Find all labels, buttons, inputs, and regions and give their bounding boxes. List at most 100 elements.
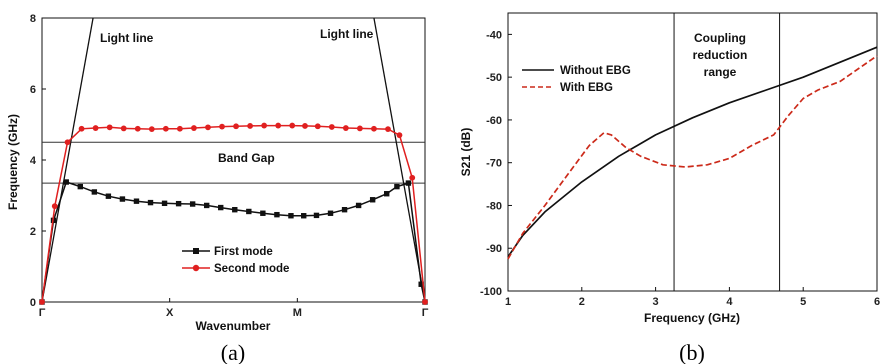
data-point-second-mode — [92, 125, 99, 131]
series-line-without-ebg — [507, 46, 878, 258]
data-point-first-mode — [161, 200, 168, 207]
data-point-first-mode — [418, 281, 424, 287]
annotation-reduction: reduction — [693, 48, 748, 62]
caption-a: (a) — [221, 340, 245, 364]
data-point-first-mode — [218, 204, 224, 211]
light-line — [41, 17, 94, 303]
legend-marker-second-mode — [192, 264, 200, 272]
data-point-second-mode — [289, 122, 296, 129]
legend-label-first-mode: First mode — [214, 246, 273, 258]
annotation-coupling: Coupling — [694, 31, 746, 45]
ytick-label-b: -100 — [480, 286, 502, 298]
data-point-second-mode — [302, 123, 308, 129]
data-point-first-mode — [175, 200, 182, 207]
data-point-second-mode — [191, 125, 197, 131]
ytick-label-a: 6 — [30, 84, 36, 96]
data-point-first-mode — [189, 201, 196, 207]
data-point-second-mode — [64, 139, 71, 146]
data-point-second-mode — [396, 132, 403, 139]
xtick-label-b: 5 — [800, 296, 806, 308]
data-point-first-mode — [288, 213, 294, 219]
xtick-label-b: 3 — [653, 296, 659, 308]
legend-label-with-ebg: With EBG — [560, 82, 613, 94]
ytick-label-a: 4 — [30, 155, 37, 167]
light-line — [373, 17, 426, 303]
data-point-first-mode — [313, 212, 320, 219]
data-point-first-mode — [260, 210, 266, 216]
ylabel-a: Frequency (GHz) — [6, 114, 20, 210]
data-point-first-mode — [77, 183, 83, 190]
data-point-first-mode — [105, 193, 112, 199]
legend-a: First mode Second mode — [182, 246, 289, 275]
ytick-label-b: -80 — [486, 200, 502, 212]
data-point-first-mode — [341, 207, 348, 213]
data-point-second-mode — [162, 125, 169, 132]
xtick-label-b: 2 — [579, 296, 585, 308]
legend-marker-first-mode — [193, 248, 199, 254]
data-point-second-mode — [342, 125, 349, 131]
annotation-band-gap: Band Gap — [218, 151, 275, 165]
xtick-label-a: X — [166, 307, 174, 319]
xlabel-b: Frequency (GHz) — [644, 311, 740, 325]
legend-label-second-mode: Second mode — [214, 263, 289, 275]
data-point-second-mode — [261, 122, 268, 129]
ytick-label-b: -50 — [486, 72, 502, 84]
data-point-first-mode — [394, 183, 400, 190]
data-point-second-mode — [328, 124, 335, 130]
data-point-second-mode — [219, 123, 225, 130]
data-point-first-mode — [133, 198, 140, 204]
data-point-first-mode — [274, 211, 280, 218]
data-point-first-mode — [384, 191, 390, 197]
series-line-first-mode — [41, 181, 426, 303]
data-point-second-mode — [148, 126, 155, 133]
xtick-label-a: Γ — [422, 307, 429, 319]
data-point-second-mode — [176, 125, 183, 132]
ytick-label-b: -70 — [486, 158, 502, 170]
data-point-second-mode — [371, 125, 377, 132]
annotation-range: range — [704, 65, 737, 79]
data-point-first-mode — [203, 202, 210, 209]
data-point-second-mode — [78, 125, 85, 132]
data-point-first-mode — [301, 213, 307, 219]
data-point-second-mode — [385, 126, 391, 133]
data-point-first-mode — [119, 196, 126, 202]
data-point-second-mode — [134, 125, 141, 132]
ytick-label-b: -40 — [486, 29, 502, 41]
data-point-first-mode — [327, 210, 334, 216]
data-point-first-mode — [405, 180, 412, 186]
xtick-label-b: 1 — [505, 296, 511, 308]
data-point-second-mode — [275, 122, 282, 129]
xtick-label-b: 6 — [874, 296, 880, 308]
data-point-second-mode — [205, 124, 211, 131]
data-point-first-mode — [232, 207, 238, 213]
xtick-label-b: 4 — [726, 296, 733, 308]
data-point-second-mode — [120, 125, 127, 132]
xlabel-a: Wavenumber — [196, 319, 271, 333]
ytick-label-a: 2 — [30, 226, 36, 238]
data-point-first-mode — [369, 197, 376, 203]
data-point-second-mode — [51, 203, 58, 210]
legend-b: Without EBG With EBG — [522, 65, 631, 94]
xtick-label-a: Γ — [39, 307, 46, 319]
ylabel-b: S21 (dB) — [459, 128, 473, 177]
data-point-second-mode — [247, 123, 253, 129]
annotation-light-line-left: Light line — [100, 31, 154, 45]
caption-b: (b) — [679, 340, 705, 364]
series-line-with-ebg — [507, 55, 878, 260]
data-point-second-mode — [356, 125, 363, 132]
data-point-second-mode — [39, 299, 45, 305]
ytick-label-b: -60 — [486, 115, 502, 127]
data-point-first-mode — [147, 199, 154, 206]
data-point-second-mode — [233, 123, 239, 130]
data-point-first-mode — [355, 202, 362, 209]
data-point-second-mode — [106, 124, 113, 131]
data-point-second-mode — [422, 299, 428, 305]
ytick-label-a: 8 — [30, 13, 36, 25]
ytick-label-b: -90 — [486, 243, 502, 255]
data-point-second-mode — [409, 174, 416, 181]
data-point-second-mode — [314, 123, 321, 130]
annotation-light-line-right: Light line — [320, 27, 374, 41]
data-point-first-mode — [63, 179, 69, 185]
ytick-label-a: 0 — [30, 297, 36, 309]
